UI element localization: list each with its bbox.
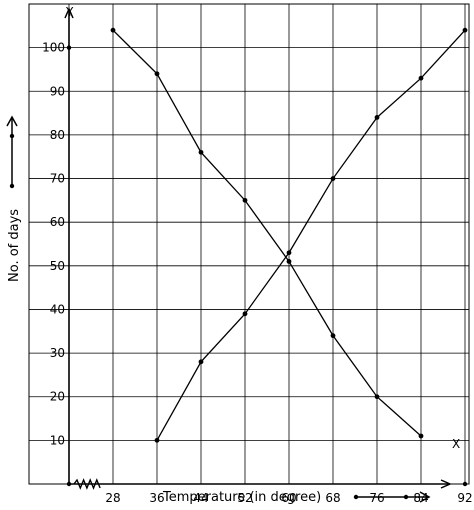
x-axis-label: Temperature (in degree) bbox=[162, 490, 321, 505]
data-point bbox=[286, 259, 292, 264]
y-axis-arrowhead bbox=[64, 7, 74, 19]
x-tick-label: 28 bbox=[105, 491, 120, 505]
data-point bbox=[242, 197, 248, 203]
data-point bbox=[374, 394, 380, 400]
data-point bbox=[154, 71, 160, 77]
plot-frame bbox=[28, 3, 470, 485]
y-tick-label: 50 bbox=[50, 259, 65, 273]
data-point bbox=[462, 27, 468, 33]
data-point bbox=[330, 176, 336, 181]
x-axis-letter: X bbox=[452, 437, 460, 451]
data-point bbox=[330, 333, 336, 339]
y-tick-label: 30 bbox=[50, 346, 65, 360]
origin-marker bbox=[66, 481, 72, 487]
x-tick-label: 44 bbox=[193, 491, 208, 505]
y-tick-label: 100 bbox=[42, 41, 65, 55]
x-axis-arrowhead bbox=[440, 479, 452, 489]
data-point bbox=[110, 27, 116, 33]
grid bbox=[28, 3, 470, 485]
y-axis-marker bbox=[66, 45, 72, 50]
x-end-marker bbox=[462, 481, 468, 487]
y-tick-label: 60 bbox=[50, 215, 65, 229]
y-tick-label: 80 bbox=[50, 128, 65, 142]
x-tick-label: 60 bbox=[281, 491, 296, 505]
x-tick-label: 68 bbox=[325, 491, 340, 505]
axes bbox=[64, 7, 468, 490]
y-direction-arrow bbox=[6, 115, 18, 189]
x-axis-break bbox=[73, 478, 101, 490]
data-point bbox=[286, 250, 292, 256]
y-tick-label: 10 bbox=[50, 433, 65, 447]
x-tick-label: 92 bbox=[457, 491, 472, 505]
series-line-2 bbox=[156, 29, 466, 441]
y-axis-label: No. of days bbox=[7, 209, 22, 282]
series-line-1 bbox=[112, 29, 422, 437]
series-lines bbox=[110, 27, 468, 443]
data-point bbox=[374, 115, 380, 120]
data-point bbox=[418, 433, 424, 439]
x-tick-label: 52 bbox=[237, 491, 252, 505]
x-tick-label: 36 bbox=[149, 491, 164, 505]
data-point bbox=[242, 311, 248, 317]
y-tick-label: 40 bbox=[50, 302, 65, 316]
y-tick-label: 90 bbox=[50, 84, 65, 98]
data-point bbox=[198, 359, 204, 365]
y-tick-label: 70 bbox=[50, 172, 65, 186]
y-tick-label: 20 bbox=[50, 390, 65, 404]
data-point bbox=[198, 149, 204, 155]
y-axis-letter: Y bbox=[65, 5, 74, 19]
x-tick-label: 76 bbox=[369, 491, 384, 505]
data-point bbox=[418, 75, 424, 81]
data-point bbox=[154, 437, 160, 443]
x-direction-arrow bbox=[353, 491, 431, 503]
